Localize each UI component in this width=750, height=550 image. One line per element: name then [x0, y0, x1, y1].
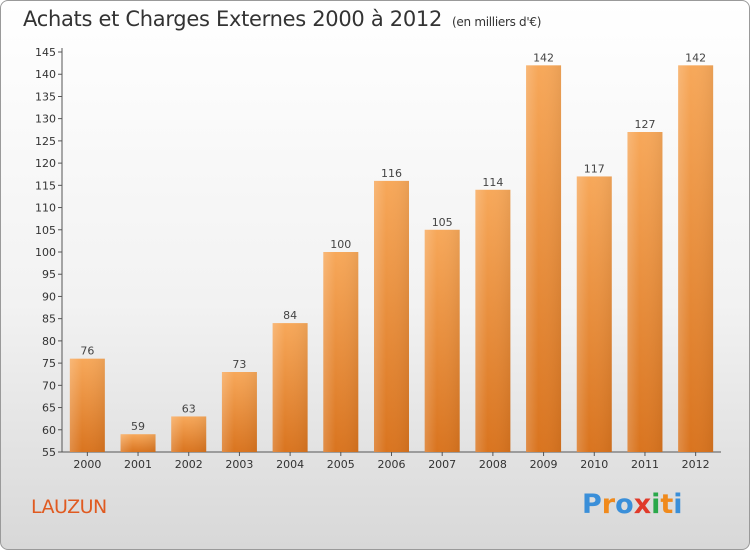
bar-shade: [120, 434, 156, 452]
bar-shade: [221, 372, 257, 452]
brand-logo: Proxiti: [582, 489, 683, 520]
bar-shade: [374, 180, 409, 452]
x-tick-label: 2000: [73, 458, 101, 471]
y-tick-label: 105: [35, 224, 56, 237]
x-tick-label: 2011: [631, 458, 659, 471]
y-tick-label: 90: [42, 290, 56, 303]
y-tick-label: 95: [42, 268, 56, 281]
bar-shade: [69, 358, 105, 452]
chart-title: Achats et Charges Externes 2000 à 2012 (e…: [23, 7, 541, 31]
data-label: 142: [533, 51, 554, 64]
x-tick-label: 2001: [124, 458, 152, 471]
y-tick-label: 85: [42, 313, 56, 326]
y-tick-label: 120: [35, 157, 56, 170]
bar-shade: [424, 229, 460, 452]
y-tick-label: 55: [42, 446, 56, 459]
data-label: 76: [80, 345, 94, 358]
y-tick-label: 70: [42, 379, 56, 392]
bar-shade: [272, 323, 308, 452]
x-tick-label: 2002: [175, 458, 203, 471]
y-tick-label: 75: [42, 357, 56, 370]
data-label: 100: [330, 238, 351, 251]
brand-logo-letter: P: [582, 489, 602, 520]
bar-shade: [678, 65, 714, 452]
brand-logo-letter: t: [660, 489, 674, 520]
x-tick-label: 2006: [378, 458, 406, 471]
x-tick-label: 2008: [479, 458, 507, 471]
bar-shade: [475, 189, 511, 452]
y-tick-label: 100: [35, 246, 56, 259]
y-tick-label: 60: [42, 424, 56, 437]
data-label: 105: [432, 216, 453, 229]
bar-shade: [323, 252, 359, 452]
y-tick-label: 130: [35, 113, 56, 126]
brand-logo-letter: r: [601, 489, 616, 520]
bar-shade: [171, 416, 207, 452]
y-tick-label: 110: [35, 202, 56, 215]
y-tick-label: 65: [42, 402, 56, 415]
brand-logo-letter: x: [633, 489, 652, 520]
x-tick-label: 2010: [580, 458, 608, 471]
x-tick-label: 2003: [225, 458, 253, 471]
bar-shade: [627, 132, 663, 452]
data-label: 116: [381, 167, 402, 180]
chart-title-unit: (en milliers d'€): [452, 15, 542, 29]
bar-shade: [576, 176, 612, 452]
brand-logo-letter: o: [615, 489, 634, 520]
y-tick-label: 145: [35, 46, 56, 59]
data-label: 117: [584, 162, 605, 175]
x-tick-label: 2012: [682, 458, 710, 471]
y-tick-label: 125: [35, 135, 56, 148]
y-tick-label: 135: [35, 90, 56, 103]
x-tick-label: 2007: [428, 458, 456, 471]
chart-title-text: Achats et Charges Externes 2000 à 2012: [23, 7, 443, 31]
x-tick-label: 2005: [327, 458, 355, 471]
location-label: LAUZUN: [31, 496, 107, 518]
data-label: 73: [232, 358, 246, 371]
y-tick-label: 115: [35, 179, 56, 192]
data-label: 142: [685, 51, 706, 64]
data-label: 114: [482, 176, 503, 189]
data-label: 84: [283, 309, 297, 322]
data-label: 63: [182, 402, 196, 415]
data-label: 127: [634, 118, 655, 131]
brand-logo-letter: i: [651, 489, 661, 520]
x-tick-label: 2004: [276, 458, 304, 471]
x-tick-label: 2009: [530, 458, 558, 471]
bar-shade: [526, 65, 562, 452]
y-tick-label: 80: [42, 335, 56, 348]
brand-logo-letter: i: [673, 489, 683, 520]
y-tick-label: 140: [35, 68, 56, 81]
data-label: 59: [131, 420, 145, 433]
